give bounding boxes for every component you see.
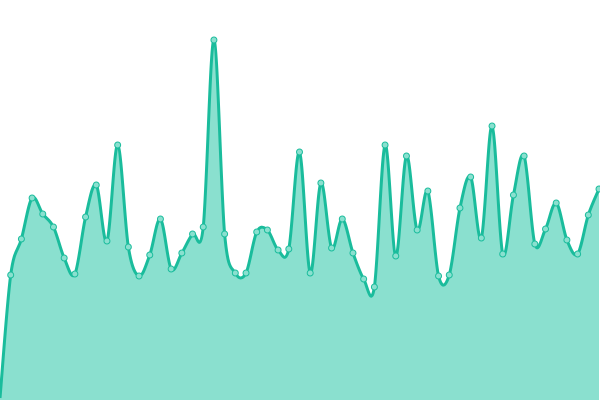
- data-point: [92, 181, 100, 189]
- data-point: [542, 225, 550, 233]
- data-point: [445, 271, 453, 279]
- data-point: [231, 269, 239, 277]
- data-point: [467, 173, 475, 181]
- data-point: [60, 254, 68, 262]
- data-point: [28, 194, 36, 202]
- data-point: [499, 250, 507, 258]
- data-point: [531, 240, 539, 248]
- data-point: [456, 204, 464, 212]
- data-points: [7, 36, 600, 291]
- data-point: [49, 223, 57, 231]
- data-point: [146, 251, 154, 259]
- data-point: [328, 244, 336, 252]
- data-point: [574, 250, 582, 258]
- data-point: [242, 269, 250, 277]
- data-point: [221, 230, 229, 238]
- data-point: [349, 249, 357, 257]
- data-point: [135, 272, 143, 280]
- data-point: [39, 210, 47, 218]
- data-point: [360, 275, 368, 283]
- area-fill: [0, 39, 599, 400]
- data-point: [274, 246, 282, 254]
- data-point: [435, 272, 443, 280]
- data-point: [584, 211, 592, 219]
- data-point: [189, 230, 197, 238]
- data-point: [199, 223, 207, 231]
- data-point: [477, 234, 485, 242]
- data-point: [285, 245, 293, 253]
- data-point: [178, 249, 186, 257]
- data-point: [424, 187, 432, 195]
- data-point: [296, 148, 303, 156]
- data-point: [509, 191, 517, 199]
- data-point: [306, 269, 314, 277]
- data-point: [520, 152, 528, 160]
- data-point: [338, 215, 346, 223]
- data-point: [82, 213, 90, 221]
- data-point: [392, 252, 400, 260]
- data-point: [563, 236, 571, 244]
- data-point: [317, 179, 325, 187]
- data-point: [103, 237, 111, 245]
- data-point: [370, 283, 378, 291]
- data-point: [124, 243, 132, 251]
- data-point: [595, 185, 600, 193]
- data-point: [413, 226, 421, 234]
- data-point: [253, 228, 261, 236]
- data-point: [381, 141, 389, 149]
- data-point: [210, 36, 218, 44]
- data-point: [71, 270, 79, 278]
- data-point: [263, 226, 271, 234]
- data-point: [156, 215, 164, 223]
- data-point: [488, 122, 496, 130]
- data-point: [402, 152, 410, 160]
- data-point: [17, 235, 25, 243]
- data-point: [114, 141, 122, 149]
- data-point: [7, 271, 15, 279]
- data-point: [167, 265, 175, 273]
- data-point: [552, 199, 560, 207]
